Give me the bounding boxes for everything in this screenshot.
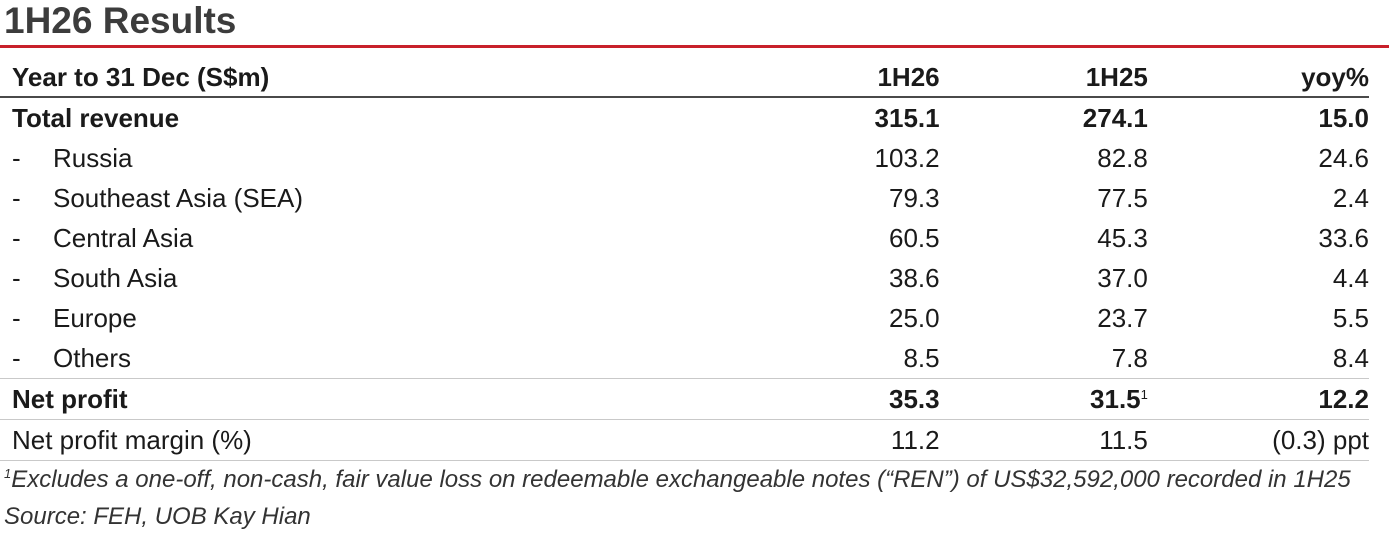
row-prefix: - [12,343,21,373]
footnote-1-mark: 1 [4,466,12,481]
cell-yoy: 4.4 [1332,263,1369,293]
page-title: 1H26 Results [4,0,237,41]
title-divider [0,45,1389,48]
row-label: Total revenue [12,103,180,133]
table-row-net-profit-margin: Net profit margin (%) 11.2 11.5 (0.3) pp… [0,419,1369,461]
cell-1h25: 37.0 [1097,263,1148,293]
cell-1h25: 77.5 [1097,183,1148,213]
cell-1h25: 7.8 [939,338,1148,379]
cell-yoy: 12.2 [1147,378,1369,420]
row-label: Central Asia [53,223,194,253]
cell-yoy: 33.6 [1318,223,1369,253]
cell-1h26: 8.5 [303,338,940,379]
cell-yoy: 8.4 [1147,338,1369,379]
cell-yoy: 24.6 [1318,143,1369,173]
row-label: Southeast Asia (SEA) [53,183,304,213]
cell-1h26: 60.5 [889,223,940,253]
row-label: Europe [53,303,137,333]
row-label: Net profit margin (%) [0,419,304,461]
table-row: - South Asia 38.6 37.0 4.4 [0,258,1369,298]
footnote-1-text: Excludes a one-off, non-cash, fair value… [11,466,1351,493]
cell-1h26: 103.2 [874,143,940,173]
cell-1h26: 11.2 [303,419,940,461]
header-yoy: yoy% [1147,59,1369,98]
cell-1h26: 315.1 [874,103,940,133]
table-row-total-revenue: Total revenue 315.1 274.1 15.0 [0,97,1369,138]
row-label: Net profit [0,378,304,420]
table-row: - Europe 25.0 23.7 5.5 [0,298,1369,338]
cell-1h26: 25.0 [889,303,940,333]
cell-1h25: 274.1 [1082,103,1148,133]
source-note: Source: FEH, UOB Kay Hian [4,503,311,530]
cell-1h25: 45.3 [1097,223,1148,253]
header-1h25: 1H25 [939,59,1148,98]
cell-1h25: 11.5 [939,419,1148,461]
table-row: - Russia 103.2 82.8 24.6 [0,138,1369,178]
row-prefix: - [12,303,21,333]
cell-yoy: (0.3) ppt [1147,419,1369,461]
table-row: - Central Asia 60.5 45.3 33.6 [0,218,1369,258]
cell-1h25: 31.5 [1090,384,1141,414]
cell-1h26: 38.6 [889,263,940,293]
cell-1h25: 82.8 [1097,143,1148,173]
cell-1h26: 79.3 [889,183,940,213]
cell-yoy: 2.4 [1332,183,1369,213]
header-1h26: 1H26 [303,59,940,98]
cell-1h25: 23.7 [1097,303,1148,333]
cell-yoy: 5.5 [1332,303,1369,333]
row-prefix: - [12,143,21,173]
row-prefix: - [12,223,21,253]
table-row: - Southeast Asia (SEA) 79.3 77.5 2.4 [0,178,1369,218]
footnote-mark: 1 [1140,387,1148,402]
row-prefix: - [12,263,21,293]
row-label: South Asia [53,263,178,293]
table-row: - Others 8.5 7.8 8.4 [0,338,1369,379]
cell-1h26: 35.3 [303,378,940,420]
row-label: Russia [53,143,133,173]
results-table: Year to 31 Dec (S$m) 1H26 1H25 yoy% Tota… [0,59,1369,461]
table-row-net-profit: Net profit 35.3 31.51 12.2 [0,378,1369,420]
table-header-row: Year to 31 Dec (S$m) 1H26 1H25 yoy% [0,59,1369,98]
footnote-1: 1Excludes a one-off, non-cash, fair valu… [4,466,1351,494]
header-label: Year to 31 Dec (S$m) [0,59,304,98]
row-label: Others [53,343,132,373]
row-prefix: - [12,183,21,213]
cell-yoy: 15.0 [1318,103,1369,133]
